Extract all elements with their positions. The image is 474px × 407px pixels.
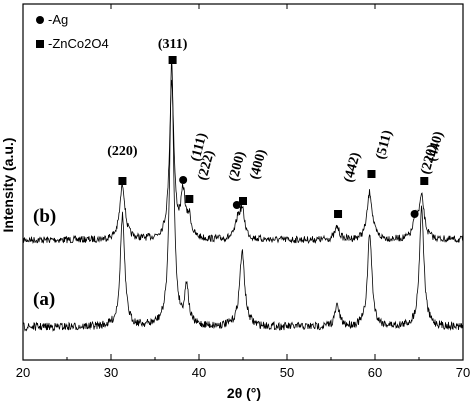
peak-marker-circle (410, 210, 419, 218)
plot-frame (22, 3, 464, 361)
peak-marker-square (185, 195, 194, 203)
x-axis-title: 2θ (°) (227, 385, 261, 401)
x-tick-label: 30 (104, 365, 118, 380)
legend-ag-marker (36, 16, 44, 24)
x-tick-label: 70 (456, 365, 470, 380)
curve-a (22, 59, 464, 332)
peak-label: (111) (188, 131, 210, 163)
curve-label-b: (b) (33, 206, 56, 227)
peak-marker-square (334, 210, 343, 218)
peak-label: (200) (226, 150, 248, 183)
x-tick-label: 20 (16, 365, 30, 380)
x-tick-label: 60 (368, 365, 382, 380)
peak-label: (442) (341, 151, 363, 184)
x-tick-label: 50 (280, 365, 294, 380)
legend-znco2o4-marker (36, 40, 44, 48)
peak-marker-square (420, 177, 429, 185)
peak-marker-square (118, 177, 127, 185)
peak-label: (220) (107, 144, 138, 159)
peak-annotations: (220)(311)(111)(222) (200)(400) (442)(511)… (107, 37, 447, 218)
peak-marker-square (367, 170, 376, 178)
peak-label: (311) (158, 37, 188, 52)
curve-b (22, 79, 464, 245)
diffraction-curves (22, 59, 464, 332)
legend-ag-label: -Ag (48, 12, 68, 27)
peak-marker-square (168, 56, 177, 64)
peak-label: (440) (424, 130, 446, 163)
x-tick-label: 40 (192, 365, 206, 380)
legend-znco2o4-label: -ZnCo2O4 (48, 36, 109, 51)
peak-label: (400) (247, 148, 269, 181)
peak-marker-square (239, 197, 247, 205)
x-axis: 20 30 40 50 60 70 (16, 4, 470, 380)
curve-label-a: (a) (33, 289, 55, 310)
peak-marker-circle (232, 201, 241, 209)
legend: -Ag -ZnCo2O4 (36, 12, 109, 51)
peak-label: (511) (373, 128, 395, 161)
peak-marker-circle (179, 176, 188, 184)
y-axis-title: Intensity (a.u.) (0, 138, 16, 233)
